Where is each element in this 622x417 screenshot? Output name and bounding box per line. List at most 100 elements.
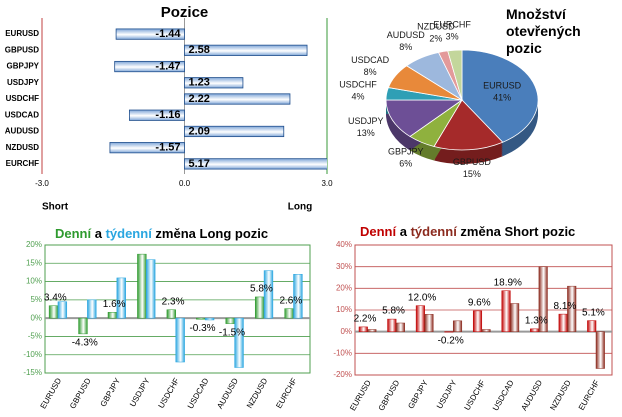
x-tick-label: USDCAD (186, 376, 211, 410)
slice (433, 99, 504, 151)
y-tick-label: 5% (30, 295, 42, 304)
bar (284, 308, 294, 319)
bar (57, 301, 68, 319)
y-tick-label: 20% (26, 240, 42, 249)
slice-label: AUDUSD (387, 30, 426, 40)
value-label: -1.44 (155, 28, 181, 40)
value-label: 18.9% (494, 277, 522, 288)
value-label: -1.57 (155, 142, 180, 154)
x-tick-label: EURCHF (577, 378, 602, 411)
bar (424, 314, 434, 332)
y-tick-label: -10% (23, 350, 42, 359)
y-tick-label: 30% (336, 262, 352, 271)
value-label: 2.22 (189, 93, 210, 105)
bar (184, 158, 327, 170)
bar (196, 317, 206, 320)
value-label: 2.58 (189, 44, 210, 56)
bar (225, 317, 235, 324)
slice (447, 49, 463, 101)
bar (184, 77, 244, 89)
slice-label: GBPJPY (388, 147, 424, 157)
y-tick-label: 40% (336, 240, 352, 249)
x-tick-label: USDCHF (463, 378, 488, 411)
value-label: -0.2% (438, 336, 464, 347)
slice-label: EURUSD (483, 81, 522, 91)
bar (184, 93, 291, 105)
slice-value-label: 41% (493, 93, 511, 103)
slice-value-label: 3% (446, 32, 459, 42)
bar (87, 299, 97, 319)
slice-value-label: 4% (351, 92, 364, 102)
y-tick-label: -10% (333, 348, 352, 357)
x-tick-label: EURUSD (39, 376, 64, 410)
slice-value-label: 6% (399, 159, 412, 169)
bar (184, 125, 285, 138)
x-tick-label: 0.0 (179, 179, 191, 188)
bar (137, 253, 147, 319)
title-word: Long (196, 226, 231, 241)
title-word: Short (501, 224, 539, 239)
slice-value-label: 8% (364, 67, 377, 77)
bar (293, 274, 303, 319)
bar (595, 331, 605, 369)
y-tick-label: 0% (340, 327, 352, 336)
title-word: a (91, 226, 103, 241)
y-tick-label: 0% (30, 313, 42, 322)
bar (263, 270, 274, 319)
title-word: a (396, 224, 408, 239)
bar (587, 320, 597, 332)
title-word: změna (457, 224, 502, 239)
title-word: změna (152, 226, 197, 241)
value-label: 3.4% (44, 292, 67, 303)
value-label: 9.6% (468, 298, 491, 309)
x-tick-label: GBPJPY (99, 376, 123, 408)
y-tick-label: 20% (336, 283, 352, 292)
bar (109, 142, 185, 154)
x-tick-label: GBPUSD (377, 378, 402, 412)
bar (114, 60, 185, 73)
value-label: 2.2% (354, 314, 377, 325)
title-word: pozic (231, 226, 268, 241)
bar (128, 109, 185, 121)
y-tick-label: EURUSD (5, 29, 39, 38)
bar (395, 322, 405, 332)
slice-label: EURCHF (433, 20, 471, 30)
x-tick-label: NZDUSD (245, 376, 270, 410)
bar (452, 320, 463, 332)
x-tick-label: GBPJPY (406, 378, 430, 410)
x-tick-label: USDJPY (128, 376, 152, 408)
slice-value-label: 15% (463, 169, 481, 179)
y-tick-label: USDCHF (6, 94, 39, 103)
y-tick-label: GBPUSD (5, 45, 39, 54)
y-tick-label: USDCAD (5, 110, 39, 119)
y-tick-label: AUDUSD (5, 127, 39, 136)
bar (472, 310, 483, 332)
value-label: 2.3% (162, 296, 185, 307)
title-word: Denní (360, 224, 397, 239)
pie-title: Množství otevřených pozic (506, 6, 581, 56)
bar (175, 317, 185, 363)
bar (116, 277, 126, 319)
slice-label: NZDUSD (417, 22, 455, 32)
x-tick-label: USDJPY (435, 378, 459, 410)
value-label: 1.23 (189, 77, 210, 89)
bar (184, 44, 308, 56)
x-tick-label: USDCHF (157, 376, 182, 409)
slice (385, 99, 464, 137)
value-label: 8.1% (553, 301, 576, 312)
y-tick-label: 15% (26, 258, 42, 267)
bar (387, 318, 397, 332)
bar (530, 328, 540, 332)
slice-label: USDJPY (348, 116, 384, 126)
chart-title: Denní a týdenní změna Long pozic (55, 226, 268, 241)
bar (510, 303, 520, 332)
bar (358, 326, 368, 332)
bar (481, 329, 491, 332)
value-label: 2.6% (279, 295, 302, 306)
x-tick-label: AUDUSD (215, 376, 240, 410)
bar (538, 266, 548, 332)
bar (107, 312, 118, 319)
y-tick-label: -5% (28, 332, 42, 341)
y-tick-label: 10% (336, 305, 352, 314)
